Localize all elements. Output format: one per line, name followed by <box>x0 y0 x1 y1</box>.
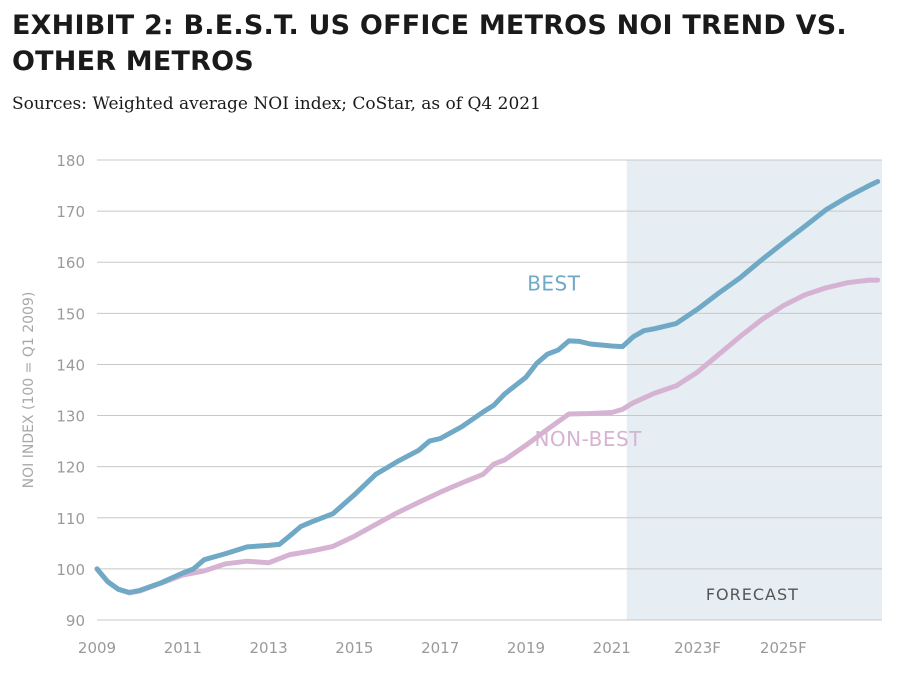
y-tick-label: 180 <box>56 152 85 170</box>
chart-subtitle: Sources: Weighted average NOI index; CoS… <box>12 94 541 114</box>
series-lines <box>94 179 881 596</box>
y-tick-label: 130 <box>56 408 85 426</box>
forecast-label: FORECAST <box>706 585 799 604</box>
y-tick-label: 160 <box>56 254 85 272</box>
chart-title: EXHIBIT 2: B.E.S.T. US OFFICE METROS NOI… <box>12 10 847 77</box>
y-tick-label: 90 <box>66 612 85 630</box>
y-axis-title: NOI INDEX (100 = Q1 2009) <box>21 292 37 489</box>
x-tick-label: 2009 <box>78 639 116 657</box>
non-best-series-line <box>94 277 881 596</box>
x-tick-label: 2019 <box>507 639 545 657</box>
y-tick-label: 110 <box>56 510 85 528</box>
y-tick-label: 140 <box>56 356 85 374</box>
y-tick-label: 150 <box>56 305 85 323</box>
non-best-series-label: NON-BEST <box>534 427 642 451</box>
best-series-line <box>94 179 881 595</box>
x-tick-label: 2011 <box>164 639 202 657</box>
x-tick-label: 2017 <box>421 639 459 657</box>
best-series-label: BEST <box>527 271 581 295</box>
axis-ticks: 90 100 110 120 130 140 150 160 170 180 2009 2011 201… <box>21 152 807 657</box>
x-tick-label: 2023F <box>674 639 721 657</box>
x-tick-label: 2015 <box>335 639 373 657</box>
y-tick-label: 100 <box>56 561 85 579</box>
x-tick-label: 2025F <box>760 639 807 657</box>
x-tick-label: 2013 <box>249 639 287 657</box>
y-tick-label: 170 <box>56 203 85 221</box>
x-tick-label: 2021 <box>593 639 631 657</box>
y-tick-label: 120 <box>56 459 85 477</box>
gridlines <box>97 159 882 621</box>
annotations: BEST NON-BEST FORECAST <box>527 271 799 604</box>
